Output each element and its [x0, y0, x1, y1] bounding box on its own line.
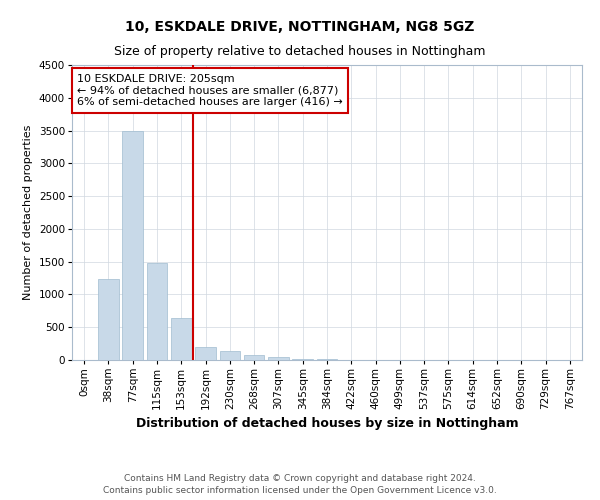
Bar	[292, 358, 313, 360]
Text: Size of property relative to detached houses in Nottingham: Size of property relative to detached ho…	[114, 45, 486, 58]
Text: 10, ESKDALE DRIVE, NOTTINGHAM, NG8 5GZ: 10, ESKDALE DRIVE, NOTTINGHAM, NG8 5GZ	[125, 20, 475, 34]
Bar	[195, 347, 216, 360]
X-axis label: Distribution of detached houses by size in Nottingham: Distribution of detached houses by size …	[136, 418, 518, 430]
Text: Contains HM Land Registry data © Crown copyright and database right 2024.
Contai: Contains HM Land Registry data © Crown c…	[103, 474, 497, 495]
Bar	[171, 318, 191, 360]
Bar	[98, 280, 119, 360]
Bar	[146, 263, 167, 360]
Text: 10 ESKDALE DRIVE: 205sqm
← 94% of detached houses are smaller (6,877)
6% of semi: 10 ESKDALE DRIVE: 205sqm ← 94% of detach…	[77, 74, 343, 107]
Bar	[220, 352, 240, 360]
Bar	[268, 358, 289, 360]
Y-axis label: Number of detached properties: Number of detached properties	[23, 125, 33, 300]
Bar	[122, 131, 143, 360]
Bar	[244, 355, 265, 360]
